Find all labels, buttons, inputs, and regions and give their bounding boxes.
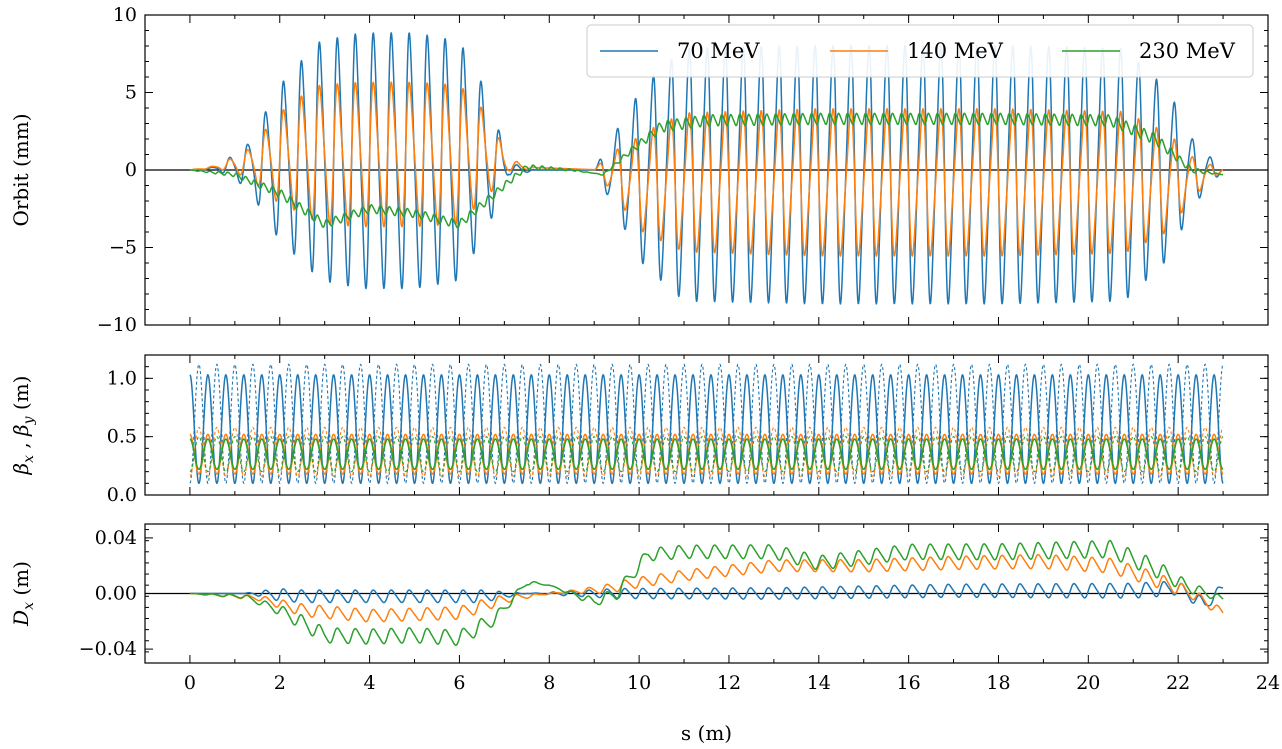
panel-1: −10 −5 0 5 10 Orbit (mm) 70 MeV 140 MeV 230 MeV bbox=[9, 4, 1269, 336]
y-tick-label: 0.00 bbox=[95, 583, 137, 605]
y-tick-label: −5 bbox=[109, 237, 137, 259]
x-tick-label: 24 bbox=[1256, 672, 1280, 694]
x-tick-label: 10 bbox=[627, 672, 651, 694]
x-tick-label: 18 bbox=[986, 672, 1010, 694]
y-axis-label: βx , βy (m) bbox=[9, 376, 37, 476]
y-tick-label: 0.04 bbox=[95, 527, 137, 549]
legend-label-70-mev: 70 MeV bbox=[677, 39, 760, 63]
legend: 70 MeV 140 MeV 230 MeV bbox=[586, 24, 1254, 78]
y-axis-label: Orbit (mm) bbox=[9, 113, 33, 226]
legend-label-230-mev: 230 MeV bbox=[1139, 39, 1236, 63]
chart-panels: −10 −5 0 5 10 Orbit (mm) 70 MeV 140 MeV 230 MeV 0… bbox=[9, 4, 1280, 745]
y-tick-label: 0.5 bbox=[107, 426, 137, 448]
x-tick-label: 0 bbox=[184, 672, 196, 694]
panel-2: 0.0 0.5 1.0 βx , βy (m) bbox=[9, 354, 1269, 506]
x-tick-label: 14 bbox=[807, 672, 831, 694]
series-70-mev-beta-y bbox=[189, 363, 1224, 485]
series-230-mev bbox=[189, 539, 1224, 646]
plot-area bbox=[189, 539, 1224, 646]
y-tick-label: 5 bbox=[125, 82, 137, 104]
x-tick-label: 12 bbox=[717, 672, 741, 694]
y-tick-label: 1.0 bbox=[107, 367, 137, 389]
y-tick-label: 10 bbox=[113, 4, 137, 26]
y-axis-label: Dx (m) bbox=[9, 561, 37, 627]
legend-box bbox=[586, 24, 1254, 78]
series-230-mev-beta-x bbox=[189, 438, 1224, 471]
y-tick-label: −0.04 bbox=[79, 638, 137, 660]
y-tick-label: 0 bbox=[125, 159, 137, 181]
x-tick-label: 22 bbox=[1166, 672, 1190, 694]
x-axis-label: s (m) bbox=[681, 721, 732, 745]
x-tick-label: 2 bbox=[274, 672, 286, 694]
series-70-mev bbox=[189, 580, 1224, 607]
y-tick-label: −10 bbox=[97, 314, 137, 336]
x-tick-label: 4 bbox=[364, 672, 376, 694]
series-230-mev bbox=[189, 112, 1224, 229]
y-tick-label: 0.0 bbox=[107, 484, 137, 506]
plot-area bbox=[189, 363, 1224, 485]
x-tick-label: 6 bbox=[453, 672, 465, 694]
x-tick-label: 8 bbox=[543, 672, 555, 694]
x-tick-label: 20 bbox=[1076, 672, 1100, 694]
series-140-mev bbox=[189, 553, 1224, 623]
legend-label-140-mev: 140 MeV bbox=[907, 39, 1004, 63]
series-140-mev bbox=[189, 81, 1224, 257]
series-230-mev-beta-y bbox=[189, 436, 1224, 473]
x-tick-label: 16 bbox=[897, 672, 921, 694]
